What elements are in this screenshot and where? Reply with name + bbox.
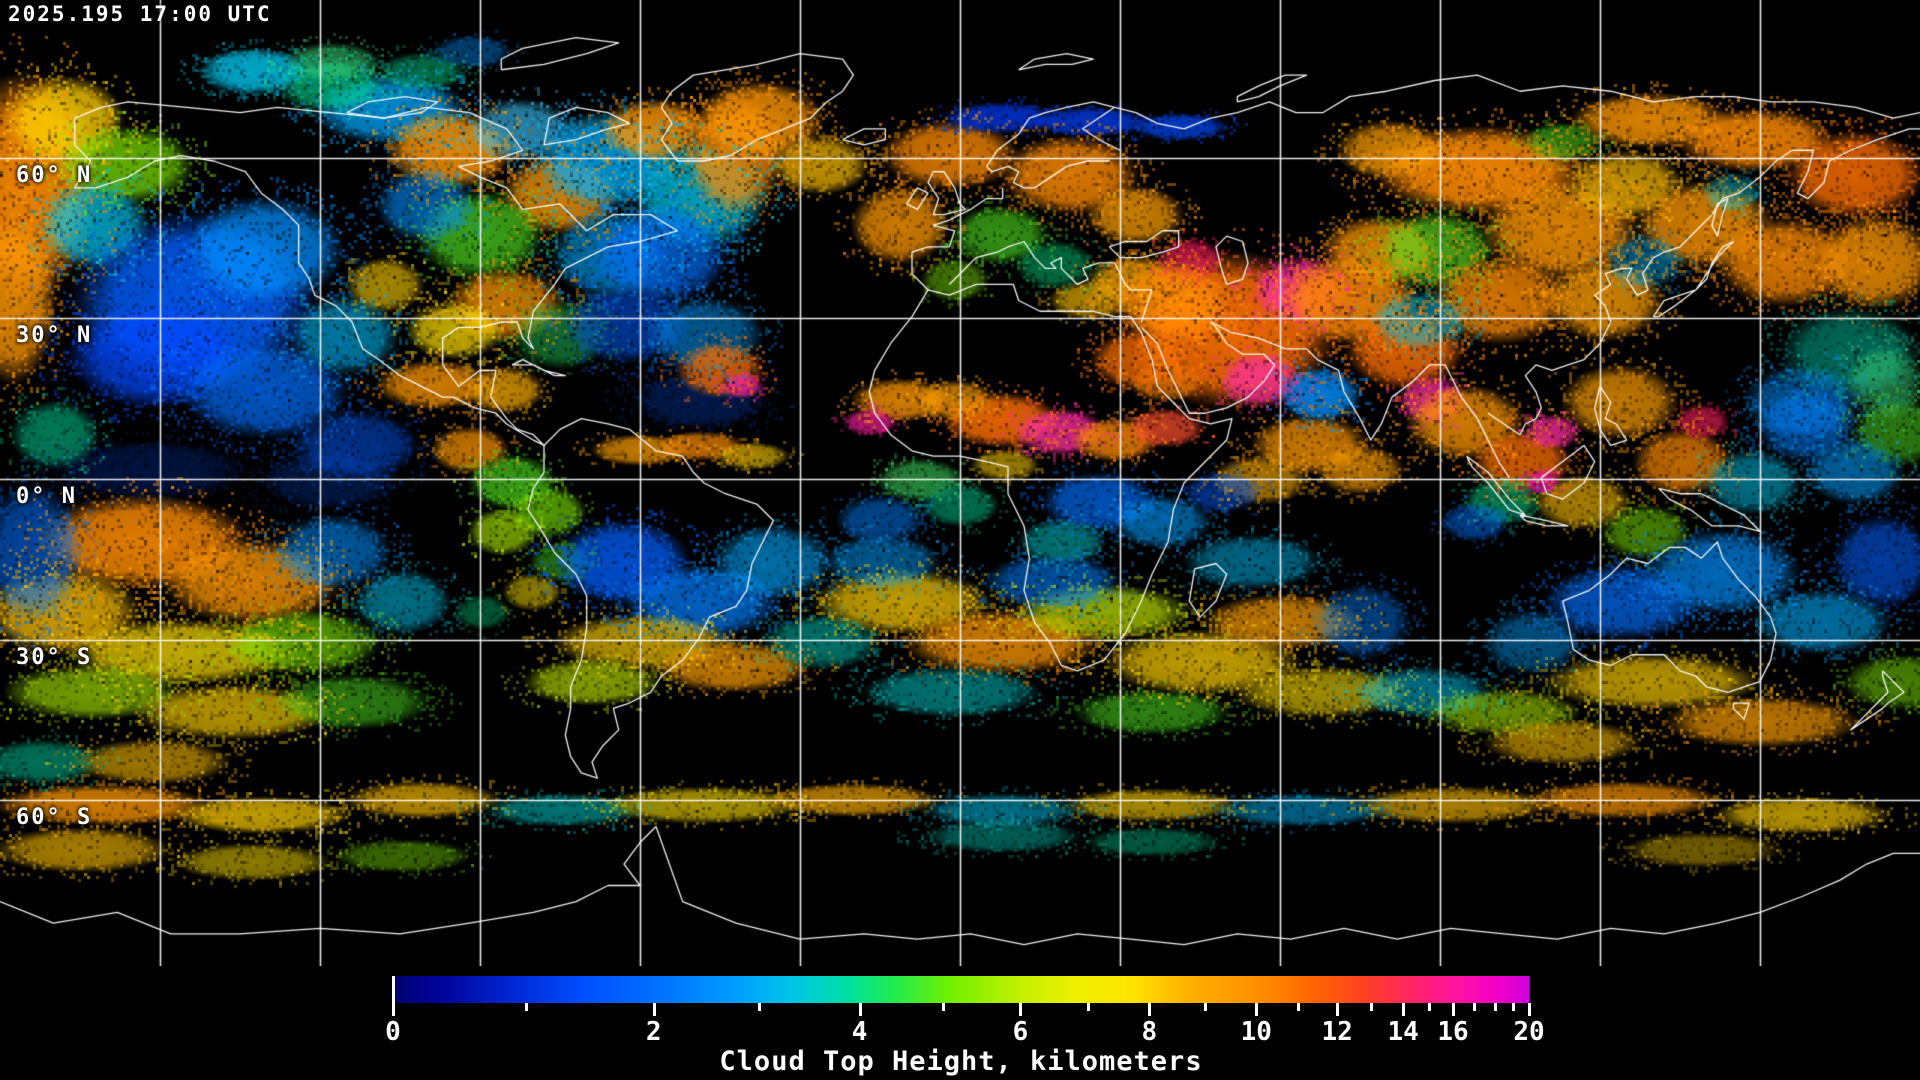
colorbar-tick-label: 16 [1437, 1017, 1469, 1047]
colorbar-tick-label: 20 [1513, 1017, 1545, 1047]
colorbar-minor-tick [1473, 1003, 1477, 1011]
colorbar-minor-tick [1428, 1003, 1432, 1011]
latitude-label: 0° N [16, 484, 77, 509]
latitude-label: 60° S [16, 805, 93, 830]
colorbar-tick-label: 6 [1012, 1017, 1029, 1047]
colorbar-minor-tick [1493, 1003, 1497, 1011]
latitude-label: 30° N [16, 323, 93, 348]
colorbar-major-tick [1528, 1003, 1531, 1016]
colorbar-major-tick [1336, 1003, 1340, 1016]
colorbar-tick-label: 14 [1387, 1017, 1419, 1047]
colorbar-minor-tick [1512, 1003, 1516, 1011]
colorbar-major-tick [858, 1003, 862, 1016]
cloud-map-canvas [0, 0, 1920, 966]
colorbar-tick-label: 0 [385, 1017, 401, 1047]
colorbar-minor-tick [942, 1003, 946, 1011]
colorbar-major-tick [1019, 1003, 1023, 1016]
colorbar-major-tick [392, 976, 395, 1016]
colorbar-minor-tick [1086, 1003, 1090, 1011]
colorbar-minor-tick [1204, 1003, 1208, 1011]
colorbar-major-tick [1402, 1003, 1406, 1016]
colorbar-major-tick [1452, 1003, 1455, 1016]
colorbar-tick-label: 2 [645, 1017, 662, 1047]
colorbar-minor-tick [758, 1003, 762, 1011]
timestamp: 2025.195 17:00 UTC [8, 2, 272, 26]
colorbar-major-tick [1148, 1003, 1152, 1016]
colorbar-title: Cloud Top Height, kilometers [719, 1046, 1203, 1077]
colorbar-major-tick [652, 1003, 656, 1016]
colorbar-tick-label: 10 [1240, 1017, 1272, 1047]
colorbar-gradient [393, 976, 1529, 1003]
latitude-label: 30° S [16, 645, 93, 670]
colorbar-minor-tick [1297, 1003, 1301, 1011]
colorbar-tick-label: 12 [1321, 1017, 1353, 1047]
colorbar-tick-label: 4 [851, 1017, 868, 1047]
colorbar-major-tick [1255, 1003, 1259, 1016]
colorbar-minor-tick [1370, 1003, 1374, 1011]
colorbar-tick-label: 8 [1141, 1017, 1158, 1047]
latitude-label: 60° N [16, 163, 93, 188]
colorbar-minor-tick [524, 1003, 528, 1011]
